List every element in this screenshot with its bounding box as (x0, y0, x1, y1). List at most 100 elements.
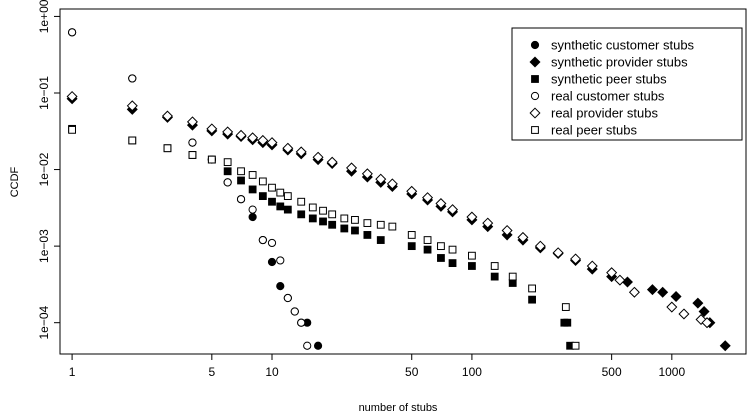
series-5 (68, 125, 580, 350)
data-point (267, 257, 277, 267)
legend-marker (530, 91, 540, 101)
data-point (297, 210, 306, 219)
data-point (328, 210, 337, 219)
data-point (376, 220, 385, 229)
y-tick-label: 1e−03 (37, 229, 51, 263)
data-point (283, 205, 292, 214)
data-point (490, 262, 499, 270)
data-point (268, 197, 276, 206)
data-point (319, 217, 327, 226)
data-point (346, 162, 358, 174)
y-tick-label: 1e+00 (37, 0, 51, 33)
data-point (128, 136, 137, 145)
data-point (68, 125, 76, 134)
data-point (163, 144, 172, 153)
data-point (437, 242, 445, 251)
y-axis-title: CCDF (9, 166, 21, 197)
data-point (423, 236, 432, 244)
data-point (340, 214, 349, 223)
legend-label: synthetic provider stubs (551, 55, 688, 70)
data-point (258, 177, 267, 186)
data-point (258, 235, 267, 245)
data-point (528, 295, 536, 304)
data-point (363, 231, 372, 239)
data-point (701, 317, 713, 329)
data-point (223, 167, 232, 176)
legend-marker (531, 126, 539, 134)
data-point (248, 171, 257, 179)
data-point (563, 318, 572, 327)
data-point (422, 192, 434, 204)
legend-marker (529, 56, 541, 68)
data-point (657, 286, 669, 298)
data-point (628, 286, 640, 298)
data-point (678, 308, 690, 320)
data-point (448, 259, 457, 268)
data-point (206, 123, 218, 135)
data-point (351, 216, 359, 224)
data-point (222, 126, 234, 138)
data-point (266, 137, 278, 149)
data-point (128, 74, 137, 83)
data-point (447, 204, 459, 216)
data-point (468, 251, 476, 260)
data-point (570, 253, 582, 265)
data-point (67, 28, 77, 37)
data-point (295, 146, 307, 158)
data-point (606, 267, 618, 279)
legend-label: synthetic peer stubs (551, 72, 667, 87)
data-point (621, 276, 633, 288)
data-point (308, 214, 317, 223)
data-point (326, 156, 338, 168)
data-point (561, 303, 570, 311)
x-tick-label: 500 (602, 365, 622, 379)
data-point (257, 134, 269, 146)
data-point (698, 305, 710, 318)
data-point (376, 236, 385, 244)
data-point (614, 274, 626, 286)
x-tick-label: 100 (462, 365, 482, 379)
data-point (719, 340, 731, 352)
data-point (508, 272, 517, 281)
data-point (340, 224, 349, 233)
x-axis: 1 5 10 50 100 500 1000 (69, 354, 685, 379)
plot-frame (59, 8, 747, 355)
data-point (407, 242, 416, 251)
data-point (188, 138, 197, 147)
x-tick-label: 5 (208, 365, 215, 379)
data-point (297, 197, 306, 206)
data-point (126, 100, 138, 112)
data-point (267, 238, 277, 248)
data-point (508, 279, 517, 287)
legend-label: real provider stubs (551, 106, 658, 121)
legend-box (511, 27, 743, 141)
data-point (248, 205, 257, 214)
data-point (248, 185, 257, 194)
data-point (571, 341, 580, 350)
data-point (407, 231, 416, 239)
data-point (319, 206, 327, 215)
legend-marker (531, 75, 539, 83)
data-point (501, 224, 513, 236)
data-point (388, 222, 397, 231)
data-point (186, 116, 198, 128)
data-point (666, 301, 678, 313)
y-tick-label: 1e−01 (37, 76, 51, 110)
data-point (437, 254, 445, 262)
data-point (207, 155, 216, 164)
legend-label: real customer stubs (551, 89, 665, 104)
y-tick-label: 1e−04 (37, 306, 51, 340)
data-point (534, 240, 546, 252)
data-point (236, 195, 246, 204)
data-point (303, 341, 312, 350)
data-point (466, 211, 478, 223)
data-point (276, 202, 285, 211)
data-point (528, 284, 536, 293)
x-axis-title: number of stubs (359, 402, 438, 414)
x-tick-label: 50 (405, 365, 419, 379)
data-point (386, 178, 398, 190)
data-points (66, 28, 731, 352)
data-point (586, 260, 598, 272)
data-point (312, 151, 324, 163)
